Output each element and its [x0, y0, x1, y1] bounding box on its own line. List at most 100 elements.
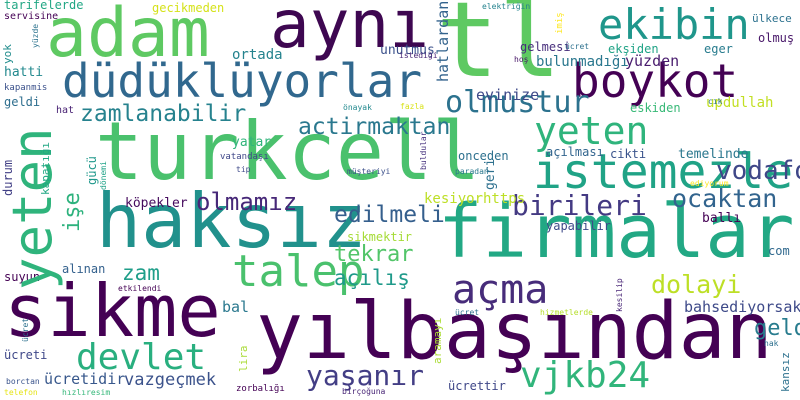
word-borctan: borctan: [6, 377, 40, 386]
word-vazgecmek: bahsediyorsak: [684, 298, 800, 316]
word-hizmetlerde: hizmetlerde: [540, 308, 593, 317]
word-vatandasi: vatandaşı: [220, 152, 269, 162]
word-internet: durum: [1, 159, 15, 196]
word-eskiden: eger: [704, 42, 733, 56]
word-zamlanabilir: vjkb24: [520, 355, 651, 396]
word-devlet: açma: [452, 267, 549, 313]
word-ediyorum: ediyorum: [690, 179, 729, 188]
word-olmustur: actirmaktan: [298, 114, 451, 140]
word-ucret-low: ücret: [455, 308, 480, 317]
word-actirmaktan: zamlanabilir: [80, 101, 247, 127]
word-geldi: hatti: [4, 65, 44, 80]
word-yapabilir: ballı: [702, 211, 742, 226]
word-talep: istemezler: [533, 144, 800, 200]
word-ucret-side: ücret: [21, 317, 30, 342]
word-cik: cık: [708, 97, 723, 106]
word-lira: lira: [237, 345, 250, 373]
word-olmus: ülkece: [752, 12, 792, 25]
word-edilmeli: birileri: [512, 189, 647, 222]
word-yuzden: bulunmadığı: [536, 54, 629, 70]
word-aramayi: aramayı: [431, 317, 444, 364]
word-yatar: geldi: [4, 95, 41, 109]
word-bahsediyorsak: bal: [222, 298, 250, 316]
word-birileri: olmamız: [196, 188, 298, 216]
word-haksiz: haksız: [96, 177, 367, 265]
word-ayni: aynı: [270, 0, 429, 63]
word-com: com: [768, 244, 790, 258]
word-yasanir: dolayi: [651, 270, 742, 299]
word-buldular: buldular: [419, 131, 428, 170]
word-duduktuyorlar: düdüklüyorlar: [62, 54, 423, 108]
word-gecikmeden: sikmektir: [347, 230, 413, 244]
word-paradan: paradan: [455, 167, 489, 176]
word-fazla: fazla: [400, 102, 425, 111]
word-hatlardan: tarifelerde: [4, 0, 84, 12]
word-acma: talep: [232, 246, 365, 297]
word-musteriyi: müşteriyi: [347, 167, 391, 176]
word-hak: hak: [764, 339, 779, 348]
word-suyun: suyun: [4, 270, 41, 284]
word-kapanmis: kapanmis: [4, 83, 48, 93]
word-unutmus: updullah: [706, 95, 774, 111]
word-updullah: ekşiden: [608, 42, 659, 56]
word-cikti: açılması: [546, 145, 604, 159]
word-tl: tl: [436, 0, 562, 101]
word-dolayi: açılış: [334, 266, 410, 290]
word-geri: gelmesi: [520, 40, 571, 54]
word-hos: hoş: [514, 55, 529, 64]
word-acilis: tekrar: [334, 242, 414, 267]
word-ortada: unutmuş: [380, 43, 435, 58]
word-sikme: sikme: [4, 269, 221, 353]
word-firmalar: firmalar: [438, 189, 795, 275]
word-olmamiz: işe: [60, 192, 85, 232]
word-kapatigi: kapatığı: [39, 142, 52, 195]
word-ekibin: ekibin: [598, 0, 750, 49]
word-vjkb24: devlet: [76, 337, 207, 378]
word-hat: hat: [56, 105, 75, 116]
word-yuzde: yüzde: [31, 23, 40, 48]
word-tarifelerde: gecikmeden: [152, 1, 225, 15]
word-kesilip: kesilip: [615, 278, 624, 312]
word-geldiniz: yaşanır: [306, 359, 425, 392]
word-vodafone: ocaktan: [672, 184, 778, 213]
word-hatti: ortada: [232, 47, 283, 63]
word-onayak: önayak: [343, 103, 372, 112]
word-kopekler: kesiyorhttps: [424, 191, 526, 207]
word-temelinde: yatar: [232, 135, 272, 150]
word-gucu: onceden: [458, 149, 509, 163]
word-yilbasindan: yılbaşından: [256, 287, 773, 377]
word-tekrar: zam: [122, 261, 160, 285]
word-hizliresim: hızlıresim: [62, 388, 111, 397]
word-turkcell: turkcell: [95, 105, 481, 198]
word-zorbaligi: zorbalığı: [236, 384, 285, 394]
word-bircoguna: birçoğuna: [342, 387, 386, 396]
word-acilmasi: geri: [483, 158, 498, 190]
word-bal: geldiniz: [754, 316, 800, 341]
word-gelmesi: eskiden: [630, 101, 681, 115]
word-durum: gücü: [85, 156, 99, 185]
word-boykot: boykot: [572, 54, 739, 108]
word-onceden: cikti: [610, 147, 647, 161]
word-kesiyorhttps: temelinde: [678, 147, 749, 162]
word-eksiden: servisine: [4, 11, 59, 22]
word-sikmektir: yapabilir: [546, 219, 612, 233]
word-ucretidir: vazgeçmek: [124, 370, 217, 390]
word-balli: köpekler: [125, 196, 188, 211]
word-telefon: telefon: [4, 388, 38, 397]
word-istemezler: yeten: [534, 109, 649, 153]
word-ucrettir: ücrettir: [448, 379, 506, 393]
word-adam: adam: [46, 0, 210, 73]
word-eger: olmuş: [758, 31, 795, 45]
word-kansiz: kansız: [779, 352, 792, 392]
word-imis: imiş: [555, 12, 565, 34]
word-ise: olmustur: [445, 85, 590, 120]
word-istedigi: istediği: [399, 51, 438, 60]
word-zam: vodafone: [716, 156, 800, 186]
word-donemi: dönemi: [99, 161, 108, 190]
word-evinize: ücretidir: [44, 370, 126, 388]
word-etkilendi: etkilendi: [118, 284, 162, 293]
word-yok: yok: [1, 44, 14, 64]
word-ulkece: hatlardan: [434, 0, 452, 82]
word-servisine: yüzden: [625, 52, 680, 70]
